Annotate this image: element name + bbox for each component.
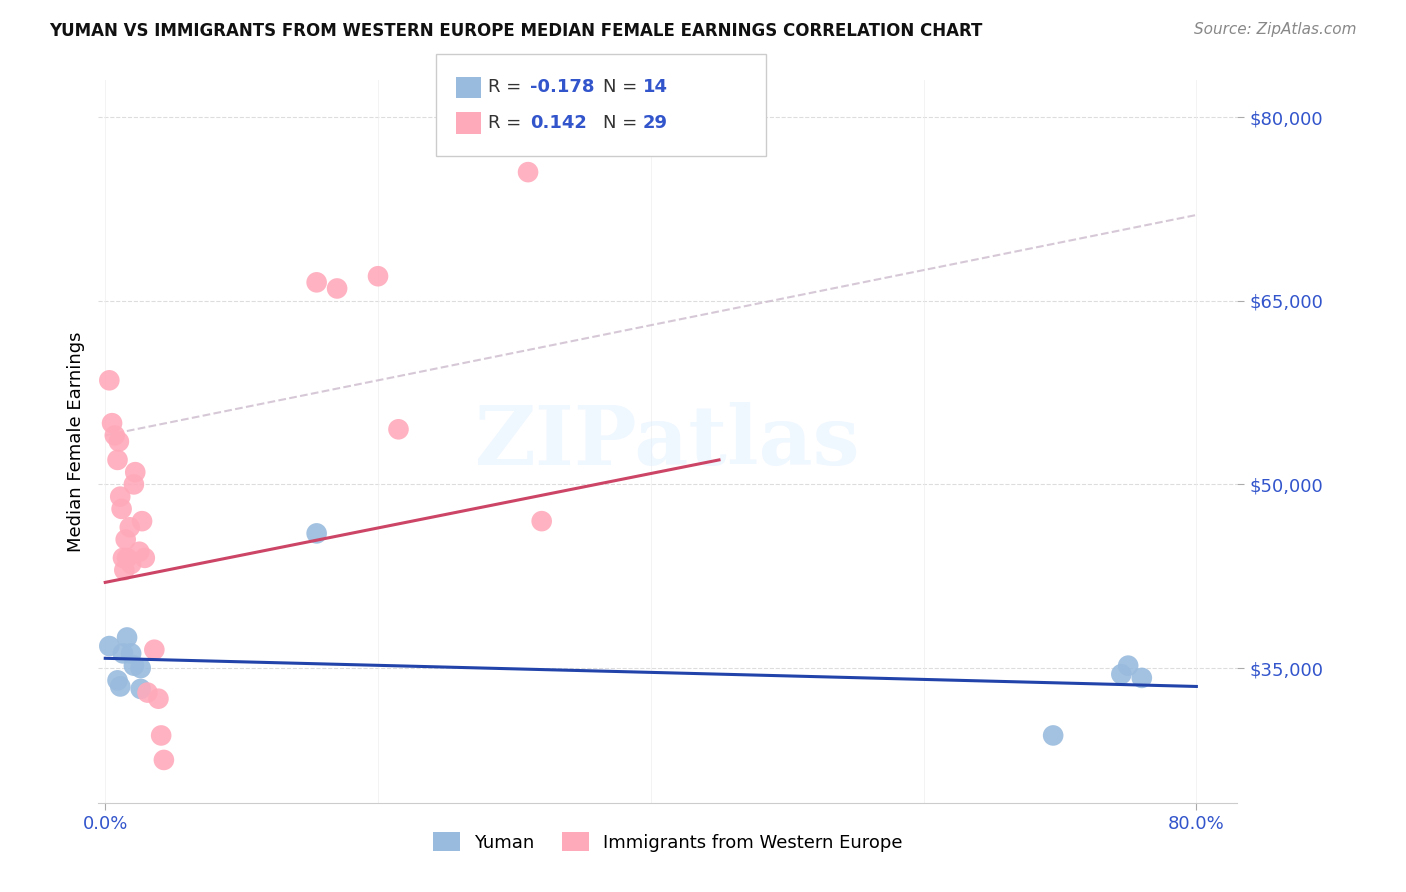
- Text: ZIPatlas: ZIPatlas: [475, 401, 860, 482]
- Point: [326, 281, 349, 295]
- Point: [134, 550, 156, 565]
- Point: [129, 661, 152, 675]
- Text: YUMAN VS IMMIGRANTS FROM WESTERN EUROPE MEDIAN FEMALE EARNINGS CORRELATION CHART: YUMAN VS IMMIGRANTS FROM WESTERN EUROPE …: [49, 22, 983, 40]
- Point: [153, 753, 176, 767]
- Point: [1116, 658, 1139, 673]
- Point: [530, 514, 553, 528]
- Point: [118, 520, 141, 534]
- Point: [108, 434, 131, 449]
- Point: [98, 639, 121, 653]
- Point: [112, 563, 135, 577]
- Point: [367, 269, 389, 284]
- Point: [131, 514, 153, 528]
- Point: [122, 477, 145, 491]
- Point: [122, 658, 145, 673]
- Point: [111, 550, 134, 565]
- Text: Source: ZipAtlas.com: Source: ZipAtlas.com: [1194, 22, 1357, 37]
- Point: [150, 728, 173, 742]
- Point: [115, 550, 138, 565]
- Point: [107, 673, 129, 688]
- Point: [120, 557, 142, 571]
- Point: [1042, 728, 1064, 742]
- Point: [98, 373, 121, 387]
- Point: [104, 428, 127, 442]
- Point: [517, 165, 540, 179]
- Text: 29: 29: [643, 114, 668, 132]
- Point: [148, 691, 170, 706]
- Point: [110, 490, 132, 504]
- Point: [115, 631, 138, 645]
- Point: [110, 502, 132, 516]
- Point: [136, 685, 159, 699]
- Point: [387, 422, 409, 436]
- Point: [129, 681, 152, 696]
- Point: [1111, 667, 1133, 681]
- Point: [1130, 671, 1153, 685]
- Point: [110, 680, 132, 694]
- Legend: Yuman, Immigrants from Western Europe: Yuman, Immigrants from Western Europe: [426, 825, 910, 859]
- Point: [114, 533, 136, 547]
- Point: [305, 526, 328, 541]
- Text: N =: N =: [603, 78, 643, 96]
- Point: [111, 647, 134, 661]
- Text: 14: 14: [643, 78, 668, 96]
- Point: [143, 642, 166, 657]
- Text: R =: R =: [488, 78, 527, 96]
- Point: [101, 416, 124, 430]
- Y-axis label: Median Female Earnings: Median Female Earnings: [66, 331, 84, 552]
- Point: [124, 465, 146, 479]
- Text: 0.142: 0.142: [530, 114, 586, 132]
- Point: [107, 453, 129, 467]
- Point: [305, 276, 328, 290]
- Text: R =: R =: [488, 114, 527, 132]
- Point: [120, 647, 142, 661]
- Text: -0.178: -0.178: [530, 78, 595, 96]
- Point: [128, 545, 150, 559]
- Text: N =: N =: [603, 114, 643, 132]
